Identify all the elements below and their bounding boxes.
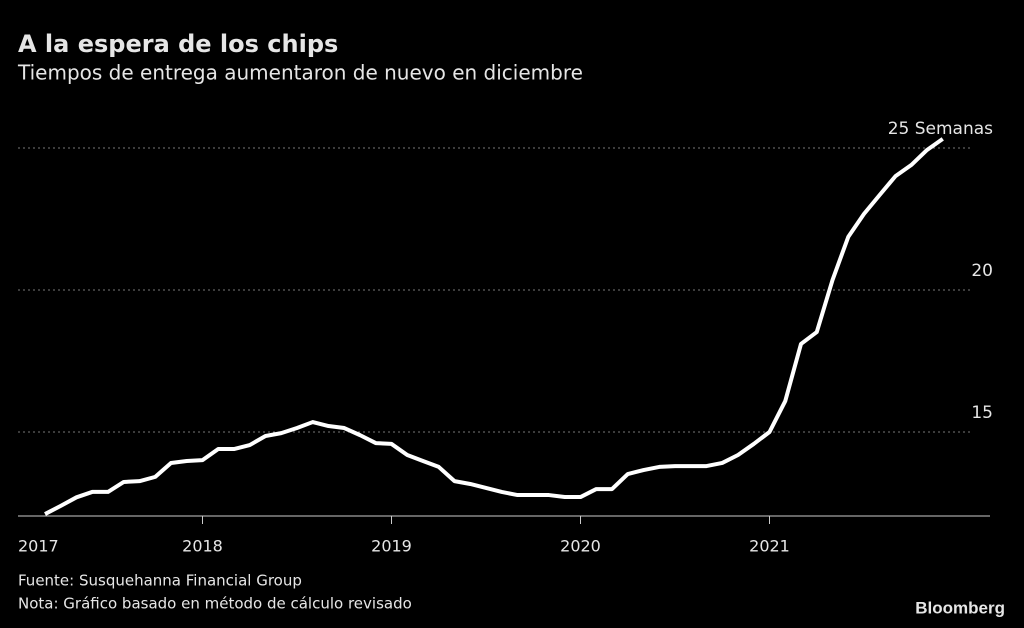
x-tick-label: 2021 (749, 537, 790, 556)
y-tick-label: 15 (971, 403, 993, 423)
chart-title: A la espera de los chips (18, 30, 338, 58)
y-tick-label: 25 Semanas (888, 119, 993, 139)
x-tick-label: 2020 (560, 537, 601, 556)
y-tick-label: 20 (971, 261, 993, 281)
chart-subtitle: Tiempos de entrega aumentaron de nuevo e… (17, 61, 583, 85)
brand: Bloomberg (915, 598, 1005, 617)
x-tick-label: 2018 (182, 537, 223, 556)
line-series (44, 137, 944, 516)
source: Fuente: Susquehanna Financial Group (18, 572, 302, 590)
x-tick-label: 2019 (371, 537, 412, 556)
note: Nota: Gráfico basado en método de cálcul… (18, 595, 412, 613)
x-tick-label: 2017 (18, 537, 59, 556)
